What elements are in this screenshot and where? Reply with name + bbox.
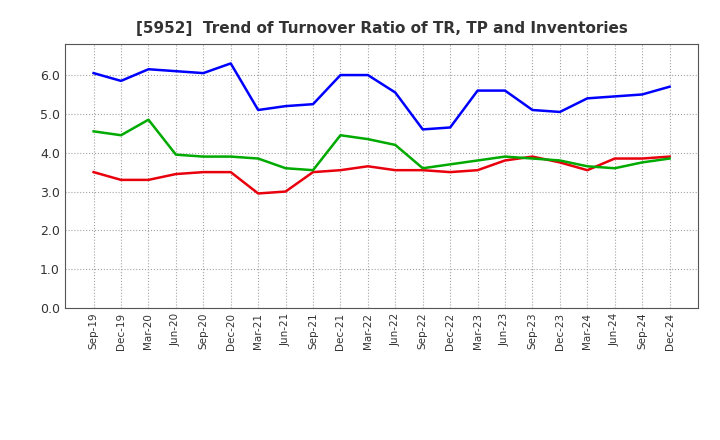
Trade Payables <box>638 92 647 97</box>
Line: Trade Receivables: Trade Receivables <box>94 157 670 194</box>
Inventories <box>418 165 427 171</box>
Inventories <box>364 136 372 142</box>
Inventories <box>309 168 318 173</box>
Inventories <box>583 164 592 169</box>
Trade Receivables <box>89 169 98 175</box>
Trade Receivables <box>528 154 537 159</box>
Trade Receivables <box>556 160 564 165</box>
Inventories <box>500 154 509 159</box>
Trade Payables <box>117 78 125 84</box>
Trade Payables <box>171 69 180 74</box>
Trade Receivables <box>391 168 400 173</box>
Trade Payables <box>556 109 564 114</box>
Trade Receivables <box>254 191 263 196</box>
Trade Receivables <box>117 177 125 183</box>
Trade Payables <box>89 70 98 76</box>
Inventories <box>171 152 180 157</box>
Trade Payables <box>665 84 674 89</box>
Trade Receivables <box>199 169 207 175</box>
Inventories <box>556 158 564 163</box>
Trade Receivables <box>364 164 372 169</box>
Trade Receivables <box>282 189 290 194</box>
Trade Payables <box>391 90 400 95</box>
Trade Receivables <box>144 177 153 183</box>
Trade Receivables <box>309 169 318 175</box>
Trade Receivables <box>583 168 592 173</box>
Trade Payables <box>500 88 509 93</box>
Inventories <box>144 117 153 122</box>
Trade Receivables <box>500 158 509 163</box>
Inventories <box>473 158 482 163</box>
Inventories <box>638 160 647 165</box>
Title: [5952]  Trend of Turnover Ratio of TR, TP and Inventories: [5952] Trend of Turnover Ratio of TR, TP… <box>135 21 628 36</box>
Trade Receivables <box>226 169 235 175</box>
Trade Payables <box>446 125 454 130</box>
Inventories <box>117 132 125 138</box>
Trade Receivables <box>473 168 482 173</box>
Line: Trade Payables: Trade Payables <box>94 63 670 129</box>
Inventories <box>226 154 235 159</box>
Trade Receivables <box>171 172 180 177</box>
Inventories <box>199 154 207 159</box>
Trade Payables <box>282 103 290 109</box>
Trade Payables <box>364 73 372 78</box>
Line: Inventories: Inventories <box>94 120 670 170</box>
Inventories <box>446 162 454 167</box>
Trade Payables <box>144 66 153 72</box>
Trade Receivables <box>665 154 674 159</box>
Trade Payables <box>199 70 207 76</box>
Inventories <box>611 165 619 171</box>
Inventories <box>528 156 537 161</box>
Trade Receivables <box>336 168 345 173</box>
Inventories <box>89 129 98 134</box>
Trade Receivables <box>446 169 454 175</box>
Trade Payables <box>418 127 427 132</box>
Trade Payables <box>528 107 537 113</box>
Inventories <box>282 165 290 171</box>
Trade Payables <box>226 61 235 66</box>
Trade Receivables <box>418 168 427 173</box>
Trade Payables <box>611 94 619 99</box>
Inventories <box>336 132 345 138</box>
Inventories <box>665 156 674 161</box>
Trade Receivables <box>638 156 647 161</box>
Trade Receivables <box>611 156 619 161</box>
Inventories <box>254 156 263 161</box>
Trade Payables <box>309 102 318 107</box>
Inventories <box>391 142 400 147</box>
Trade Payables <box>254 107 263 113</box>
Trade Payables <box>583 96 592 101</box>
Trade Payables <box>336 73 345 78</box>
Trade Payables <box>473 88 482 93</box>
